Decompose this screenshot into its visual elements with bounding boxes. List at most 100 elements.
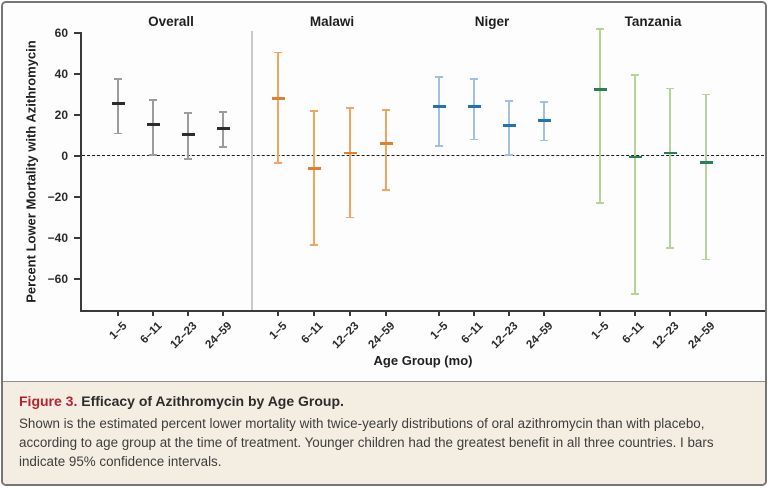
errorbar-malawi-1–5-point-estimate xyxy=(271,97,285,100)
errorbar-tanzania-6–11-cap-lower xyxy=(631,293,639,296)
errorbar-niger-12–23-line xyxy=(508,100,510,155)
errorbar-niger-6–11-cap-upper xyxy=(470,78,478,80)
errorbar-overall-6–11-cap-upper xyxy=(149,98,157,101)
x-axis-line xyxy=(80,310,765,312)
x-axis-tick-label: 1–5 xyxy=(589,320,612,343)
x-axis-tick-label: 1–5 xyxy=(107,320,130,343)
y-axis-tick-label: −60 xyxy=(47,271,68,286)
x-axis-tick xyxy=(313,311,315,316)
errorbar-tanzania-12–23-cap-lower xyxy=(666,247,674,250)
y-axis-tick xyxy=(74,32,80,34)
errorbar-overall-12–23-cap-lower xyxy=(184,158,192,160)
efficacy-chart: Percent Lower Mortality with Azithromyci… xyxy=(3,3,765,380)
y-axis-tick xyxy=(74,237,80,239)
errorbar-overall-1–5-cap-lower xyxy=(114,132,122,135)
x-axis-tick xyxy=(152,311,154,316)
errorbar-overall-6–11-point-estimate xyxy=(146,122,160,126)
x-axis-tick xyxy=(438,311,440,316)
errorbar-overall-1–5-cap-upper xyxy=(114,78,122,80)
errorbar-niger-24–59-point-estimate xyxy=(537,118,551,122)
errorbar-overall-24–59-point-estimate xyxy=(216,126,230,130)
errorbar-malawi-12–23-point-estimate xyxy=(343,151,357,155)
errorbar-malawi-1–5-cap-upper xyxy=(274,51,282,54)
x-axis-tick xyxy=(187,311,189,316)
errorbar-overall-24–59-cap-lower xyxy=(219,145,227,148)
x-axis-tick-label: 6–11 xyxy=(620,320,647,347)
errorbar-malawi-12–23-cap-lower xyxy=(346,216,354,219)
errorbar-overall-6–11-cap-lower xyxy=(149,154,157,156)
x-axis-tick xyxy=(349,311,351,316)
x-axis-tick-label: 24–59 xyxy=(524,320,556,352)
errorbar-tanzania-12–23-point-estimate xyxy=(663,151,677,155)
x-axis-tick xyxy=(473,311,475,316)
y-axis-tick-label: 0 xyxy=(61,148,68,163)
errorbar-niger-6–11-cap-lower xyxy=(470,138,478,141)
x-axis-tick xyxy=(117,311,119,316)
caption-heading: Figure 3. Efficacy of Azithromycin by Ag… xyxy=(19,393,749,409)
errorbar-malawi-6–11-cap-upper xyxy=(310,110,318,112)
errorbar-niger-6–11-line xyxy=(473,79,475,140)
panel-title-overall: Overall xyxy=(148,14,194,29)
errorbar-niger-1–5-point-estimate xyxy=(432,105,446,109)
errorbar-malawi-24–59-line xyxy=(385,109,387,190)
panel-title-malawi: Malawi xyxy=(309,14,355,29)
errorbar-niger-24–59-cap-lower xyxy=(540,139,548,142)
errorbar-niger-6–11-point-estimate xyxy=(467,105,481,109)
errorbar-tanzania-24–59-point-estimate xyxy=(699,160,713,164)
errorbar-overall-1–5-line xyxy=(117,79,119,134)
x-axis-tick xyxy=(634,311,636,316)
errorbar-malawi-1–5-cap-lower xyxy=(274,162,282,164)
errorbar-tanzania-1–5-cap-upper xyxy=(596,28,604,30)
x-axis-tick-label: 24–59 xyxy=(686,320,718,352)
errorbar-tanzania-1–5-point-estimate xyxy=(593,87,607,91)
errorbar-overall-12–23-point-estimate xyxy=(181,133,195,136)
errorbar-niger-1–5-cap-lower xyxy=(435,144,443,147)
x-axis-tick xyxy=(508,311,510,316)
x-axis-tick xyxy=(222,311,224,316)
y-axis-tick-label: 40 xyxy=(54,66,68,81)
caption-title: Efficacy of Azithromycin by Age Group. xyxy=(81,393,344,409)
errorbar-malawi-6–11-point-estimate xyxy=(307,166,321,170)
y-axis-tick xyxy=(74,196,80,198)
errorbar-niger-12–23-cap-upper xyxy=(505,99,513,102)
y-axis-tick-label: 20 xyxy=(54,107,68,122)
errorbar-niger-24–59-cap-upper xyxy=(540,100,548,103)
errorbar-overall-12–23-line xyxy=(187,112,189,160)
x-axis-tick-label: 6–11 xyxy=(138,320,165,347)
y-axis-tick-label: −40 xyxy=(47,230,68,245)
y-axis-tick xyxy=(74,73,80,75)
y-axis-tick-label: 60 xyxy=(54,25,68,40)
panel-separator xyxy=(251,31,253,310)
errorbar-niger-12–23-point-estimate xyxy=(502,123,516,127)
panel-title-niger: Niger xyxy=(474,14,510,29)
errorbar-tanzania-6–11-line xyxy=(634,75,636,295)
errorbar-tanzania-6–11-point-estimate xyxy=(628,155,642,159)
y-axis-line xyxy=(80,32,82,311)
errorbar-tanzania-1–5-cap-lower xyxy=(596,202,604,204)
x-axis-tick xyxy=(599,311,601,316)
errorbar-malawi-24–59-cap-lower xyxy=(382,188,390,191)
errorbar-overall-6–11-line xyxy=(152,99,154,155)
x-axis-tick xyxy=(669,311,671,316)
errorbar-tanzania-12–23-line xyxy=(669,88,671,249)
errorbar-malawi-24–59-point-estimate xyxy=(379,142,393,146)
y-axis-tick xyxy=(74,278,80,280)
x-axis-tick-label: 1–5 xyxy=(267,320,290,343)
x-axis-tick-label: 6–11 xyxy=(299,320,326,347)
errorbar-tanzania-24–59-cap-upper xyxy=(702,93,710,96)
errorbar-tanzania-1–5-line xyxy=(599,28,601,204)
errorbar-tanzania-6–11-cap-upper xyxy=(631,74,639,76)
x-axis-tick xyxy=(277,311,279,316)
errorbar-tanzania-24–59-cap-lower xyxy=(702,258,710,261)
x-axis-title: Age Group (mo) xyxy=(373,353,473,368)
errorbar-tanzania-12–23-cap-upper xyxy=(666,87,674,90)
y-axis-tick xyxy=(74,155,80,157)
errorbar-malawi-1–5-line xyxy=(277,52,279,164)
x-axis-tick-label: 12–23 xyxy=(650,320,682,352)
x-axis-tick-label: 12–23 xyxy=(168,320,200,352)
figure-caption: Figure 3. Efficacy of Azithromycin by Ag… xyxy=(3,381,765,484)
zero-reference-line xyxy=(82,155,764,156)
errorbar-malawi-6–11-cap-lower xyxy=(310,244,318,246)
errorbar-malawi-6–11-line xyxy=(313,110,315,246)
